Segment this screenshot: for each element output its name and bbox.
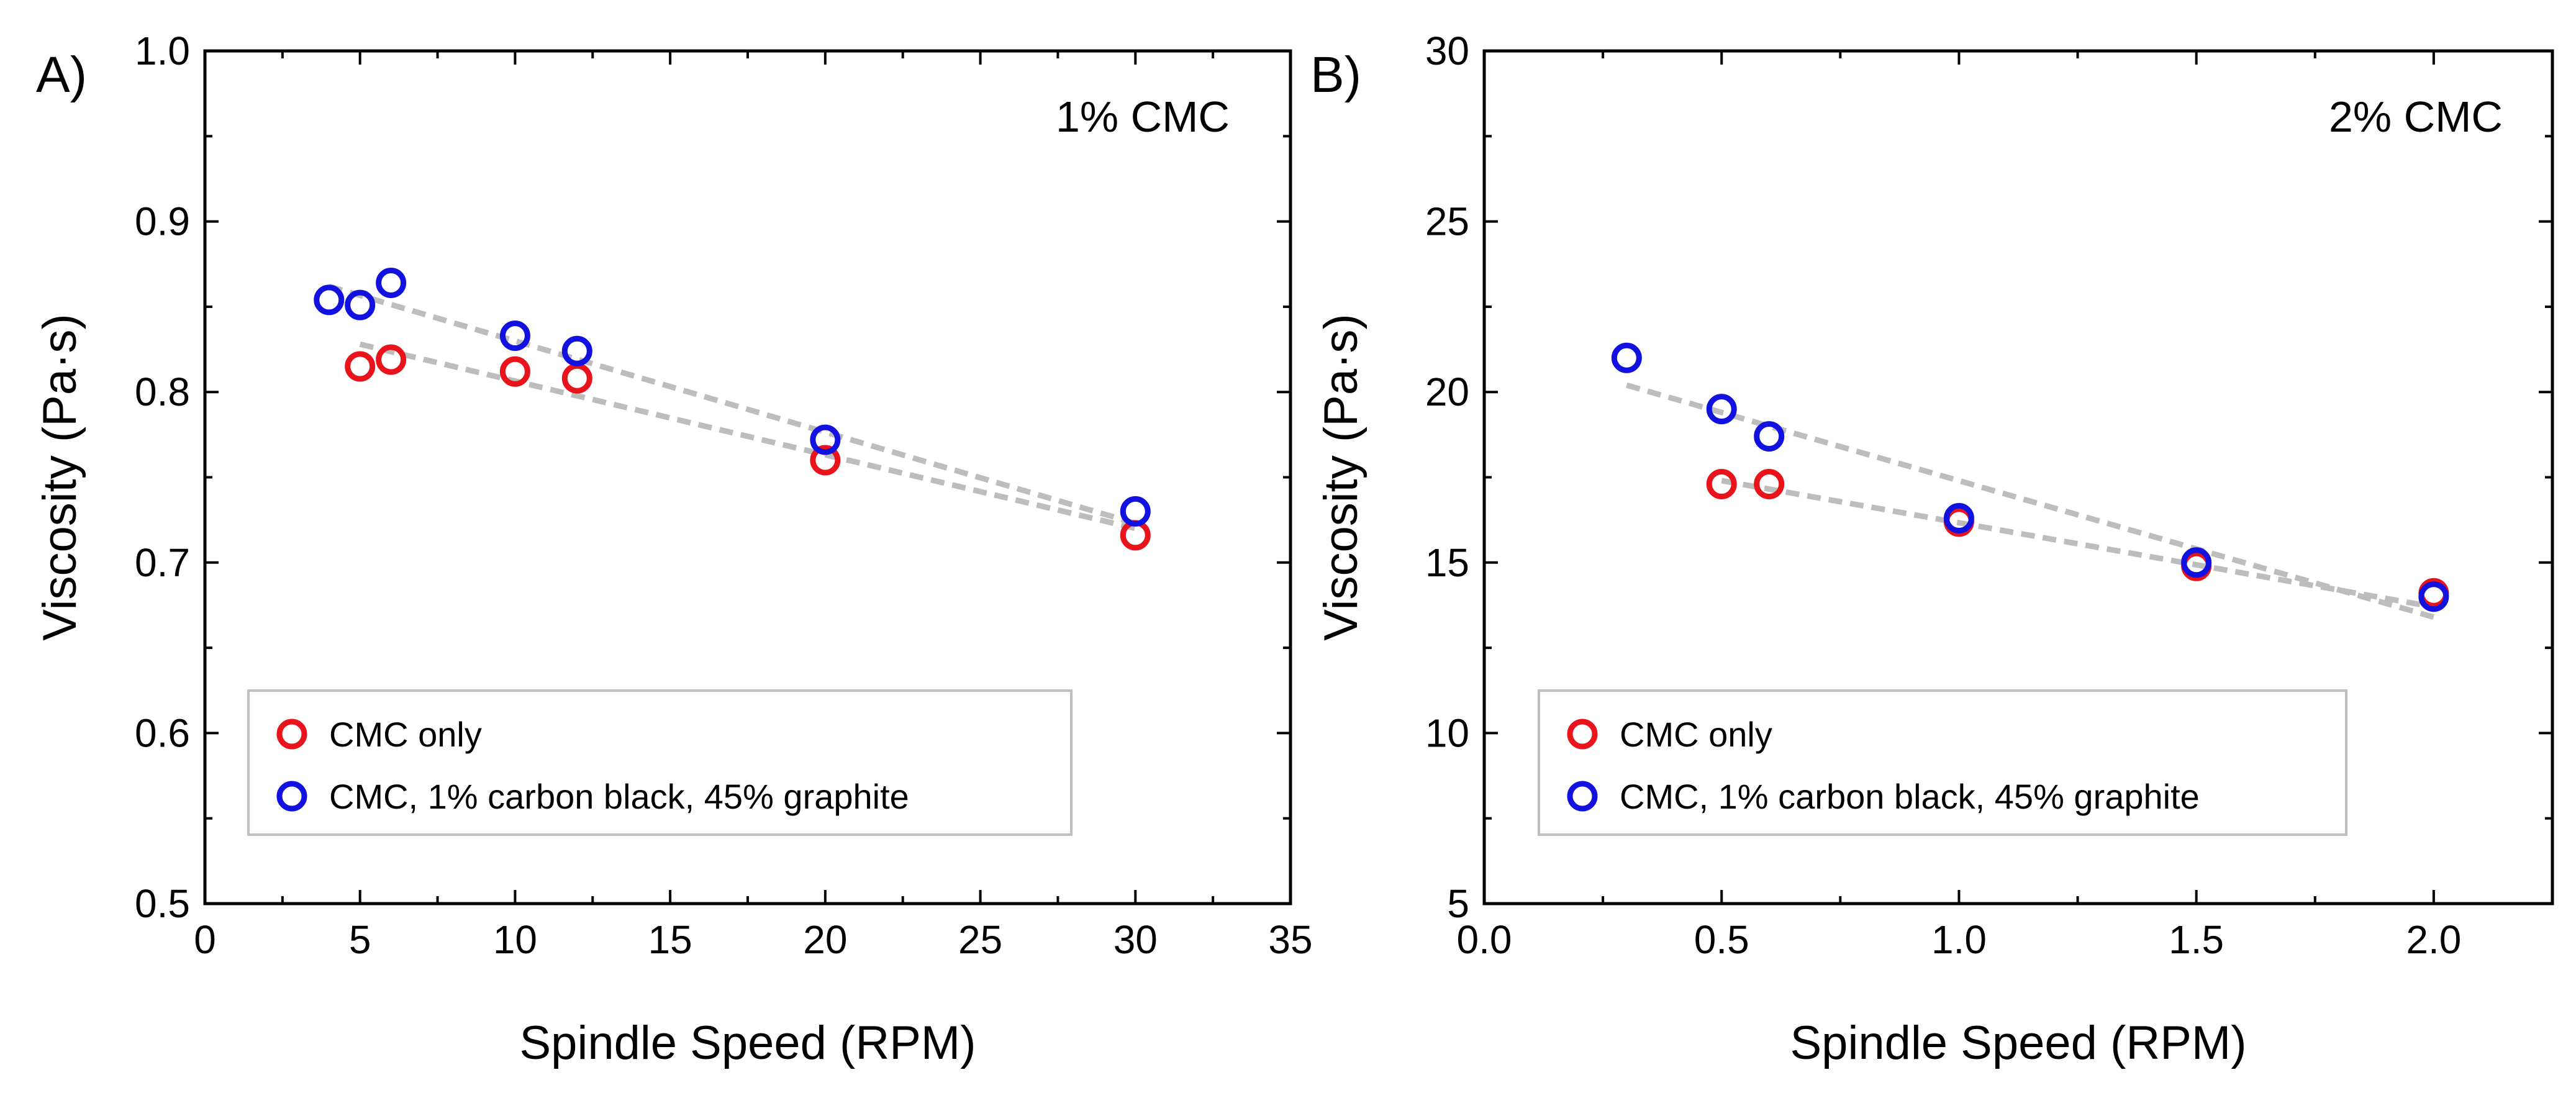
data-point-series-2 — [810, 424, 841, 455]
y-axis-title: Viscosity (Pa·s) — [1315, 314, 1367, 640]
x-tick-label: 1.5 — [2169, 917, 2224, 962]
panel-label: A) — [36, 47, 87, 103]
x-tick-label: 25 — [958, 917, 1002, 962]
y-tick-label: 10 — [1425, 710, 1469, 755]
legend-label-series-1: CMC only — [1620, 715, 1772, 754]
data-point-series-2 — [1706, 394, 1737, 425]
data-point-series-2 — [1611, 342, 1642, 373]
legend-box — [247, 689, 1073, 836]
data-point-series-1 — [561, 363, 592, 394]
trendline-series-2 — [1626, 382, 2435, 620]
data-point-series-2 — [345, 289, 376, 320]
x-tick-label: 35 — [1268, 917, 1312, 962]
x-tick-label: 1.0 — [1931, 917, 1987, 962]
y-tick-label: 0.8 — [135, 370, 190, 414]
legend-box — [1538, 689, 2347, 836]
x-tick-label: 30 — [1113, 917, 1158, 962]
data-point-series-1 — [499, 356, 530, 387]
y-tick-label: 0.6 — [135, 710, 190, 755]
x-tick-label: 0.0 — [1457, 917, 1512, 962]
legend-marker-series-1 — [1567, 719, 1598, 750]
data-point-series-2 — [314, 284, 345, 315]
legend-label-series-2: CMC, 1% carbon black, 45% graphite — [1620, 777, 2200, 816]
legend-label-series-1: CMC only — [329, 715, 482, 754]
data-point-series-1 — [1754, 468, 1785, 499]
y-tick-label: 0.5 — [135, 881, 190, 926]
legend-marker-series-2 — [276, 781, 307, 812]
concentration-annotation: 1% CMC — [1056, 93, 1230, 141]
x-tick-label: 20 — [803, 917, 847, 962]
panel-b: 0.0 0.5 1.0 1.5 2.0 5 10 15 20 25 30 Spindle Speed … — [1310, 29, 2554, 1069]
trendline-series-1 — [359, 341, 1136, 532]
trendline-series-2 — [328, 283, 1136, 526]
x-tick-label: 15 — [648, 917, 692, 962]
data-point-series-2 — [1943, 502, 1974, 533]
x-tick-label: 2.0 — [2406, 917, 2461, 962]
legend-marker-series-1 — [276, 719, 307, 750]
x-tick-label: 0.5 — [1694, 917, 1749, 962]
legend-label-series-2: CMC, 1% carbon black, 45% graphite — [329, 777, 909, 816]
y-tick-label: 5 — [1447, 881, 1469, 926]
data-point-series-1 — [1706, 468, 1737, 499]
trendline-series-1 — [1721, 478, 2434, 610]
panel-label: B) — [1310, 47, 1361, 103]
y-tick-label: 0.9 — [135, 199, 190, 244]
x-axis-title: Spindle Speed (RPM) — [1790, 1017, 2246, 1069]
data-point-series-2 — [499, 320, 530, 352]
data-point-series-2 — [2418, 581, 2449, 612]
data-point-series-1 — [376, 344, 407, 375]
data-point-series-2 — [2181, 547, 2212, 578]
concentration-annotation: 2% CMC — [2329, 93, 2503, 141]
panel-a: 0 5 10 15 20 25 30 35 0.5 0.6 0.7 0.8 0.9 1.0 Spindle … — [34, 29, 1313, 1069]
y-tick-label: 15 — [1425, 540, 1469, 585]
x-tick-label: 5 — [349, 917, 371, 962]
y-tick-label: 1.0 — [135, 29, 190, 73]
x-axis-title: Spindle Speed (RPM) — [519, 1017, 976, 1069]
data-point-series-1 — [345, 351, 376, 382]
y-tick-label: 30 — [1425, 29, 1469, 73]
data-point-series-2 — [376, 267, 407, 298]
data-point-series-1 — [810, 445, 841, 476]
y-tick-label: 0.7 — [135, 540, 190, 585]
legend-marker-series-2 — [1567, 781, 1598, 812]
x-tick-label: 10 — [493, 917, 537, 962]
data-point-series-2 — [1754, 421, 1785, 452]
y-tick-label: 25 — [1425, 199, 1469, 244]
y-axis-title: Viscosity (Pa·s) — [34, 314, 86, 640]
data-point-series-2 — [561, 335, 592, 366]
data-point-series-2 — [1120, 496, 1151, 527]
x-tick-label: 0 — [194, 917, 216, 962]
y-tick-label: 20 — [1425, 370, 1469, 414]
